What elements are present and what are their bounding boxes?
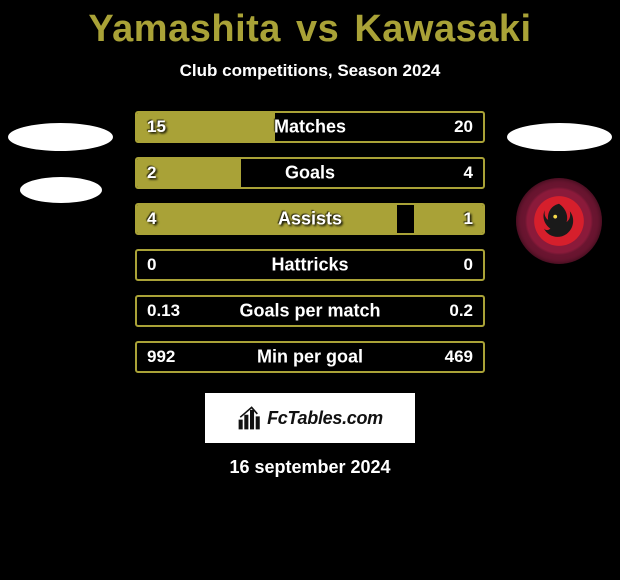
player2-avatar-placeholder xyxy=(507,123,612,151)
branding-box: FcTables.com xyxy=(205,393,415,443)
stat-row: 2 4 Goals xyxy=(135,157,485,189)
comparison-title: Yamashita vs Kawasaki xyxy=(0,8,620,51)
stat-row: 0 0 Hattricks xyxy=(135,249,485,281)
stat-row: 992 469 Min per goal xyxy=(135,341,485,373)
stat-value-right: 1 xyxy=(464,209,473,229)
stat-label: Hattricks xyxy=(271,255,348,276)
player1-avatar-placeholder xyxy=(8,123,113,151)
stat-label: Assists xyxy=(278,209,342,230)
stat-value-left: 2 xyxy=(147,163,156,183)
fctables-logo-icon xyxy=(237,405,263,431)
stat-row: 0.13 0.2 Goals per match xyxy=(135,295,485,327)
stat-value-right: 20 xyxy=(454,117,473,137)
stat-value-left: 0.13 xyxy=(147,301,180,321)
subtitle: Club competitions, Season 2024 xyxy=(0,61,620,81)
stat-value-left: 0 xyxy=(147,255,156,275)
player1-name: Yamashita xyxy=(88,8,281,50)
stat-value-right: 4 xyxy=(464,163,473,183)
kyoto-sanga-crest-icon xyxy=(532,194,586,248)
stat-label: Matches xyxy=(274,117,346,138)
stat-value-left: 992 xyxy=(147,347,175,367)
stat-value-right: 469 xyxy=(445,347,473,367)
stats-container: 15 20 Matches 2 4 Goals 4 1 Assists 0 0 Hattricks 0.… xyxy=(135,111,485,373)
branding-text: FcTables.com xyxy=(267,408,383,429)
stat-value-left: 4 xyxy=(147,209,156,229)
vs-separator: vs xyxy=(296,8,339,50)
date-text: 16 september 2024 xyxy=(0,457,620,478)
stat-fill-left xyxy=(137,205,397,233)
player2-name: Kawasaki xyxy=(354,8,531,50)
stat-row: 15 20 Matches xyxy=(135,111,485,143)
stat-value-right: 0 xyxy=(464,255,473,275)
stat-label: Min per goal xyxy=(257,347,363,368)
stat-value-left: 15 xyxy=(147,117,166,137)
stat-label: Goals per match xyxy=(239,301,380,322)
stat-label: Goals xyxy=(285,163,335,184)
stat-value-right: 0.2 xyxy=(449,301,473,321)
player1-club-placeholder xyxy=(20,177,102,203)
content: Yamashita vs Kawasaki Club competitions,… xyxy=(0,0,620,478)
stat-row: 4 1 Assists xyxy=(135,203,485,235)
player2-club-badge xyxy=(516,178,602,264)
